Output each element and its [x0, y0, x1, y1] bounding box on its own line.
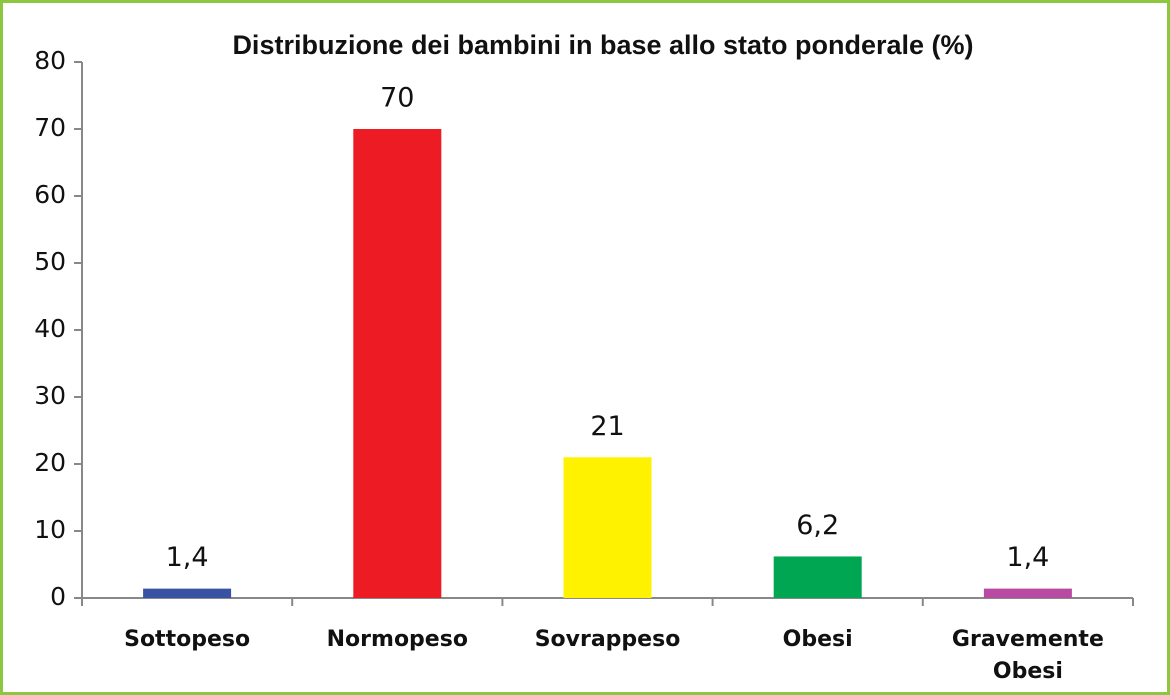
- data-label: 21: [590, 411, 624, 442]
- x-tick-label: Sovrappeso: [534, 627, 681, 652]
- y-tick-label: 0: [50, 582, 66, 611]
- x-tick-label: Normopeso: [326, 627, 468, 652]
- data-label: 70: [380, 83, 414, 114]
- data-label: 1,4: [166, 542, 209, 573]
- bar: [773, 556, 862, 598]
- bar: [143, 588, 232, 598]
- chart-title: Distribuzione dei bambini in base allo s…: [232, 30, 973, 60]
- bar: [563, 457, 652, 598]
- y-tick-label: 70: [34, 113, 66, 142]
- x-tick-label: Sottopeso: [124, 627, 251, 652]
- y-tick-label: 50: [34, 247, 66, 276]
- chart: Distribuzione dei bambini in base allo s…: [34, 30, 1134, 611]
- y-tick-label: 30: [34, 381, 66, 410]
- x-tick-label: Gravemente Obesi: [951, 627, 1104, 684]
- y-tick-label: 80: [34, 46, 66, 75]
- y-tick-label: 40: [34, 314, 66, 343]
- data-label: 1,4: [1006, 542, 1049, 573]
- y-tick-label: 10: [34, 515, 66, 544]
- y-tick-label: 60: [34, 180, 66, 209]
- bar: [983, 588, 1072, 598]
- x-tick-label: Obesi: [782, 627, 853, 652]
- bar: [353, 129, 442, 598]
- y-tick-label: 20: [34, 448, 66, 477]
- data-label: 6,2: [796, 510, 839, 541]
